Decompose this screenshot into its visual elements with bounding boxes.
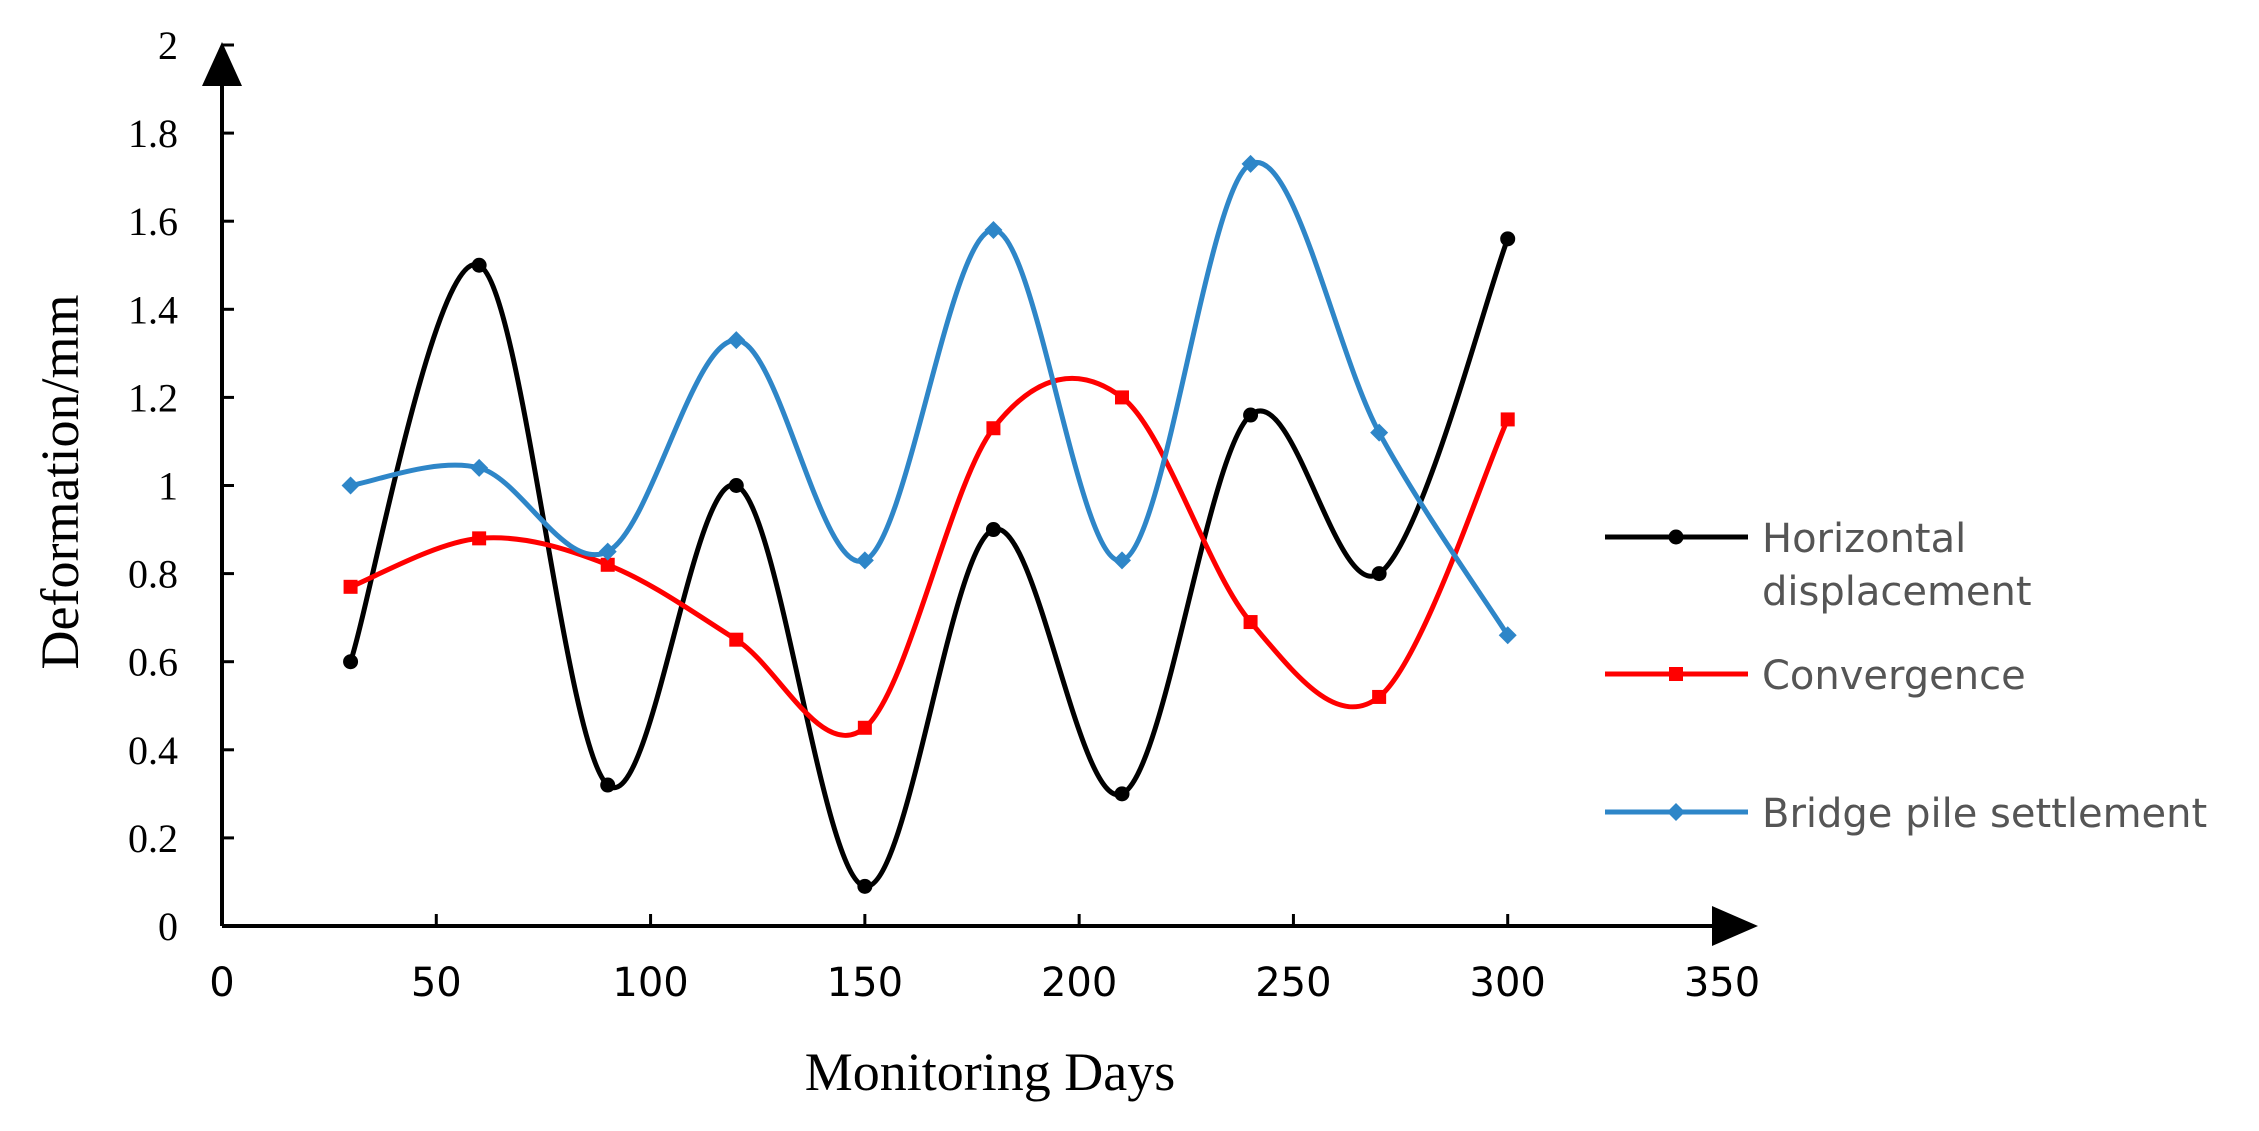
data-point: [728, 478, 744, 493]
series-horizontal-displacement: [343, 231, 1516, 894]
x-axis-arrow: [1712, 906, 1758, 946]
y-axis-ticks: 0 0.2 0.4 0.6 0.8 1 1.2 1.4 1.6 1.8 2: [128, 23, 234, 949]
y-tick-label: 1.4: [128, 287, 178, 332]
legend-swatch-marker: [1668, 529, 1684, 545]
legend-item-horizontal-displacement: Horizontal displacement: [1605, 516, 2032, 615]
y-tick-label: 1: [158, 464, 178, 509]
y-tick-label: 1.6: [128, 199, 178, 244]
data-point: [1370, 423, 1389, 442]
legend-item-bridge-pile-settlement: Bridge pile settlement: [1605, 791, 2207, 837]
x-axis-title: Monitoring Days: [805, 1042, 1176, 1102]
x-tick-label: 0: [209, 960, 234, 1006]
legend-swatch-marker: [1669, 667, 1683, 681]
y-tick-label: 0.2: [128, 816, 178, 861]
data-point: [1243, 407, 1259, 423]
legend-swatch-marker: [1667, 803, 1685, 821]
data-point: [472, 531, 487, 546]
data-point: [985, 522, 1001, 538]
data-point: [1371, 566, 1387, 582]
data-point: [471, 257, 487, 273]
y-axis-arrow: [202, 42, 242, 86]
series-bridge-pile-settlement: [341, 154, 1517, 645]
data-point: [986, 421, 1001, 436]
y-tick-label: 2: [158, 23, 178, 68]
legend-label: displacement: [1762, 569, 2032, 615]
series-line: [349, 375, 1510, 738]
data-point: [470, 458, 489, 477]
x-tick-label: 200: [1041, 960, 1117, 1006]
y-tick-label: 0.8: [128, 552, 178, 597]
data-point: [984, 221, 1003, 240]
axes: [202, 42, 1758, 946]
legend: Horizontal displacement Convergence Bridge …: [1605, 516, 2207, 837]
x-tick-label: 250: [1255, 960, 1331, 1006]
y-tick-label: 1.8: [128, 111, 178, 156]
data-point: [1498, 626, 1517, 645]
y-tick-label: 0.6: [128, 640, 178, 685]
x-tick-label: 50: [411, 960, 462, 1006]
legend-label: Horizontal: [1762, 516, 1966, 562]
x-tick-label: 300: [1470, 960, 1546, 1006]
data-point: [1114, 786, 1130, 802]
series-line: [348, 237, 1511, 889]
data-point: [855, 551, 874, 570]
y-tick-label: 1.2: [128, 375, 178, 420]
data-point: [1372, 689, 1387, 704]
series-layer: [341, 154, 1517, 894]
legend-label: Bridge pile settlement: [1762, 791, 2207, 837]
data-point: [1113, 551, 1131, 570]
y-tick-label: 0: [158, 904, 178, 949]
data-point: [857, 878, 873, 894]
data-point: [727, 331, 746, 350]
data-point: [343, 654, 359, 670]
series-convergence: [343, 375, 1515, 738]
data-point: [341, 476, 360, 495]
data-point: [729, 632, 744, 647]
x-tick-label: 150: [827, 960, 903, 1006]
series-line: [350, 160, 1510, 637]
data-point: [1243, 615, 1258, 630]
legend-label: Convergence: [1762, 653, 2026, 699]
data-point: [1115, 390, 1129, 405]
data-point: [600, 777, 616, 793]
x-axis-ticks: 0 50 100 150 200 250 300 350: [209, 914, 1760, 1006]
y-axis-title: Deformation/mm: [30, 295, 90, 670]
data-point: [1500, 231, 1516, 247]
data-point: [1241, 154, 1260, 173]
data-point: [343, 579, 358, 594]
y-tick-label: 0.4: [128, 728, 178, 773]
data-point: [1500, 412, 1515, 427]
x-tick-label: 350: [1684, 960, 1760, 1006]
data-point: [600, 557, 615, 572]
x-tick-label: 100: [612, 960, 688, 1006]
legend-item-convergence: Convergence: [1605, 653, 2026, 699]
data-point: [598, 542, 617, 561]
data-point: [857, 720, 872, 735]
